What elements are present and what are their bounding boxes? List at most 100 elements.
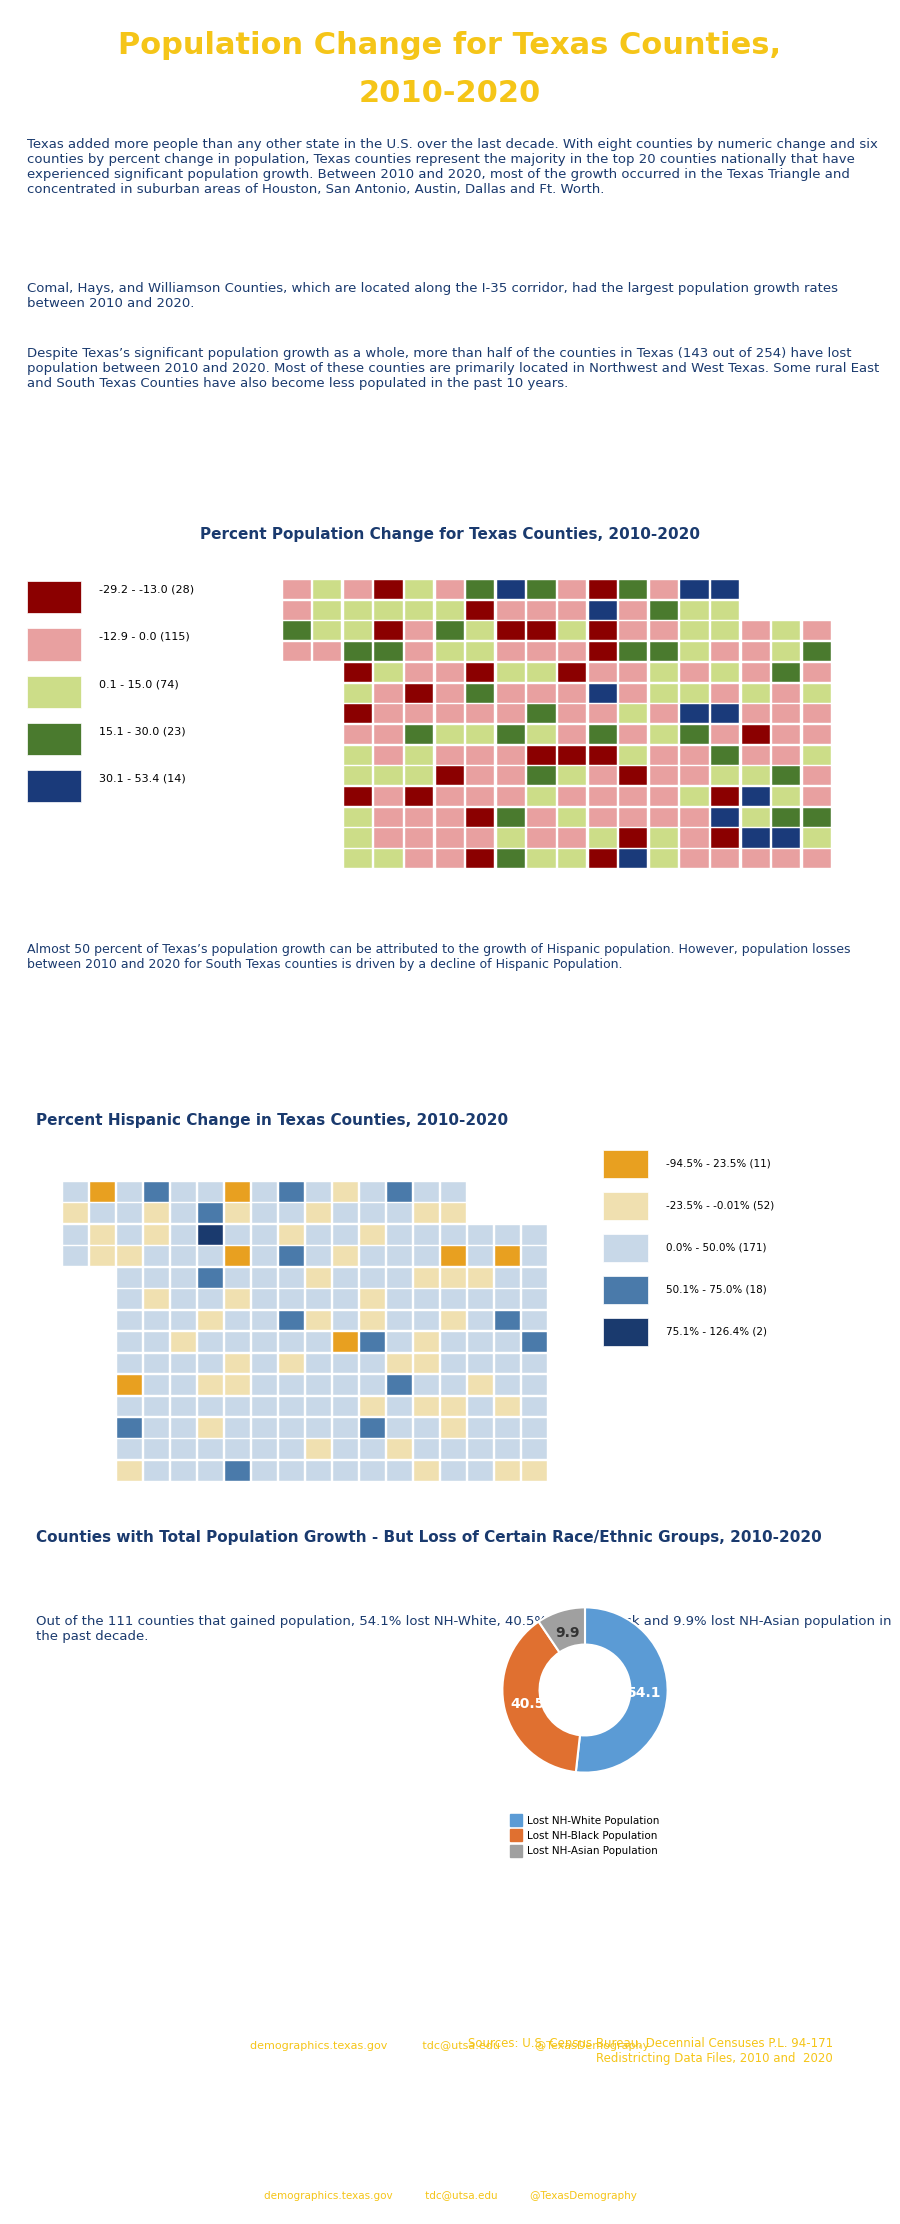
FancyBboxPatch shape bbox=[387, 1268, 412, 1288]
FancyBboxPatch shape bbox=[283, 620, 310, 641]
FancyBboxPatch shape bbox=[252, 1245, 277, 1265]
Text: Out of the 111 counties that gained population, 54.1% lost NH-White, 40.5% lost : Out of the 111 counties that gained popu… bbox=[36, 1615, 892, 1644]
FancyBboxPatch shape bbox=[333, 1268, 358, 1288]
FancyBboxPatch shape bbox=[527, 620, 555, 641]
FancyBboxPatch shape bbox=[117, 1419, 142, 1437]
FancyBboxPatch shape bbox=[405, 807, 433, 827]
FancyBboxPatch shape bbox=[333, 1225, 358, 1245]
FancyBboxPatch shape bbox=[117, 1225, 142, 1245]
FancyBboxPatch shape bbox=[198, 1310, 223, 1330]
FancyBboxPatch shape bbox=[414, 1268, 439, 1288]
FancyBboxPatch shape bbox=[252, 1374, 277, 1394]
FancyBboxPatch shape bbox=[603, 1192, 648, 1219]
FancyBboxPatch shape bbox=[589, 580, 616, 598]
Text: 0.0% - 50.0% (171): 0.0% - 50.0% (171) bbox=[666, 1241, 767, 1252]
FancyBboxPatch shape bbox=[306, 1354, 331, 1374]
FancyBboxPatch shape bbox=[441, 1245, 466, 1265]
FancyBboxPatch shape bbox=[650, 600, 678, 620]
FancyBboxPatch shape bbox=[283, 600, 310, 620]
FancyBboxPatch shape bbox=[306, 1332, 331, 1352]
FancyBboxPatch shape bbox=[742, 663, 769, 683]
FancyBboxPatch shape bbox=[283, 643, 310, 661]
FancyBboxPatch shape bbox=[742, 767, 769, 785]
FancyBboxPatch shape bbox=[803, 705, 831, 723]
FancyBboxPatch shape bbox=[711, 580, 739, 598]
FancyBboxPatch shape bbox=[468, 1397, 493, 1417]
FancyBboxPatch shape bbox=[772, 620, 800, 641]
FancyBboxPatch shape bbox=[252, 1225, 277, 1245]
FancyBboxPatch shape bbox=[374, 725, 402, 745]
FancyBboxPatch shape bbox=[497, 830, 525, 847]
FancyBboxPatch shape bbox=[313, 643, 341, 661]
FancyBboxPatch shape bbox=[619, 787, 647, 805]
FancyBboxPatch shape bbox=[711, 620, 739, 641]
FancyBboxPatch shape bbox=[742, 705, 769, 723]
FancyBboxPatch shape bbox=[558, 683, 586, 703]
FancyBboxPatch shape bbox=[619, 620, 647, 641]
FancyBboxPatch shape bbox=[619, 830, 647, 847]
FancyBboxPatch shape bbox=[387, 1461, 412, 1481]
FancyBboxPatch shape bbox=[497, 580, 525, 598]
FancyBboxPatch shape bbox=[522, 1354, 547, 1374]
FancyBboxPatch shape bbox=[468, 1225, 493, 1245]
FancyBboxPatch shape bbox=[772, 787, 800, 805]
FancyBboxPatch shape bbox=[360, 1203, 385, 1223]
FancyBboxPatch shape bbox=[333, 1181, 358, 1201]
FancyBboxPatch shape bbox=[252, 1332, 277, 1352]
FancyBboxPatch shape bbox=[387, 1203, 412, 1223]
FancyBboxPatch shape bbox=[468, 1354, 493, 1374]
FancyBboxPatch shape bbox=[144, 1245, 169, 1265]
FancyBboxPatch shape bbox=[742, 850, 769, 867]
FancyBboxPatch shape bbox=[117, 1245, 142, 1265]
FancyBboxPatch shape bbox=[279, 1310, 304, 1330]
FancyBboxPatch shape bbox=[589, 683, 616, 703]
FancyBboxPatch shape bbox=[522, 1374, 547, 1394]
FancyBboxPatch shape bbox=[803, 663, 831, 683]
FancyBboxPatch shape bbox=[772, 830, 800, 847]
FancyBboxPatch shape bbox=[619, 705, 647, 723]
FancyBboxPatch shape bbox=[468, 1374, 493, 1394]
FancyBboxPatch shape bbox=[522, 1225, 547, 1245]
FancyBboxPatch shape bbox=[225, 1290, 250, 1310]
FancyBboxPatch shape bbox=[414, 1181, 439, 1201]
FancyBboxPatch shape bbox=[171, 1397, 196, 1417]
FancyBboxPatch shape bbox=[497, 600, 525, 620]
FancyBboxPatch shape bbox=[558, 705, 586, 723]
FancyBboxPatch shape bbox=[558, 807, 586, 827]
FancyBboxPatch shape bbox=[198, 1290, 223, 1310]
FancyBboxPatch shape bbox=[497, 725, 525, 745]
FancyBboxPatch shape bbox=[252, 1439, 277, 1459]
FancyBboxPatch shape bbox=[333, 1439, 358, 1459]
Text: Percent Hispanic Change in Texas Counties, 2010-2020: Percent Hispanic Change in Texas Countie… bbox=[36, 1112, 508, 1128]
FancyBboxPatch shape bbox=[63, 1181, 88, 1201]
FancyBboxPatch shape bbox=[497, 787, 525, 805]
FancyBboxPatch shape bbox=[198, 1461, 223, 1481]
FancyBboxPatch shape bbox=[374, 850, 402, 867]
FancyBboxPatch shape bbox=[344, 787, 372, 805]
FancyBboxPatch shape bbox=[558, 787, 586, 805]
FancyBboxPatch shape bbox=[387, 1290, 412, 1310]
FancyBboxPatch shape bbox=[772, 663, 800, 683]
FancyBboxPatch shape bbox=[495, 1245, 520, 1265]
FancyBboxPatch shape bbox=[558, 745, 586, 765]
FancyBboxPatch shape bbox=[414, 1419, 439, 1437]
Text: -12.9 - 0.0 (115): -12.9 - 0.0 (115) bbox=[99, 632, 190, 643]
FancyBboxPatch shape bbox=[468, 1310, 493, 1330]
FancyBboxPatch shape bbox=[527, 807, 555, 827]
FancyBboxPatch shape bbox=[772, 767, 800, 785]
FancyBboxPatch shape bbox=[650, 580, 678, 598]
FancyBboxPatch shape bbox=[466, 643, 494, 661]
FancyBboxPatch shape bbox=[360, 1268, 385, 1288]
FancyBboxPatch shape bbox=[495, 1354, 520, 1374]
FancyBboxPatch shape bbox=[680, 725, 708, 745]
FancyBboxPatch shape bbox=[414, 1290, 439, 1310]
FancyBboxPatch shape bbox=[117, 1290, 142, 1310]
FancyBboxPatch shape bbox=[527, 580, 555, 598]
FancyBboxPatch shape bbox=[589, 643, 616, 661]
FancyBboxPatch shape bbox=[619, 643, 647, 661]
FancyBboxPatch shape bbox=[90, 1225, 115, 1245]
FancyBboxPatch shape bbox=[589, 745, 616, 765]
FancyBboxPatch shape bbox=[405, 580, 433, 598]
FancyBboxPatch shape bbox=[495, 1374, 520, 1394]
FancyBboxPatch shape bbox=[405, 725, 433, 745]
